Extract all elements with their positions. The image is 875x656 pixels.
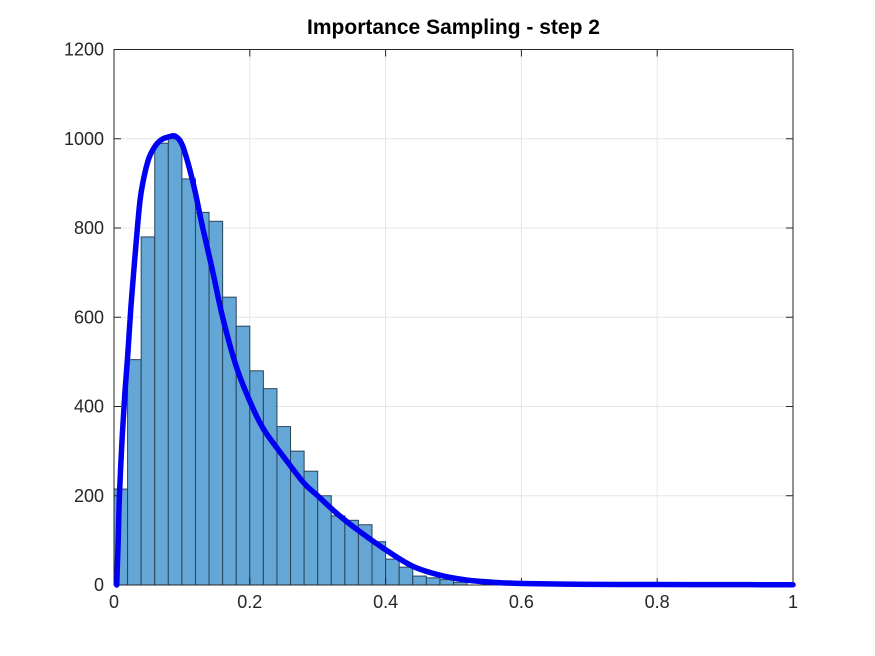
histogram-bar [425,577,441,586]
x-tick-label: 0.2 [237,592,262,612]
y-tick-label: 1000 [64,129,104,149]
histogram-bar [330,515,346,586]
histogram-bar [127,359,142,586]
x-tick-label: 1 [788,592,798,612]
histogram-bar [262,388,278,586]
y-tick-label: 0 [94,575,104,595]
y-tick-label: 800 [74,218,104,238]
y-tick-label: 600 [74,307,104,327]
histogram-bar [194,211,210,586]
x-tick-label: 0.8 [645,592,670,612]
x-tick-label: 0.6 [509,592,534,612]
y-tick-label: 400 [74,397,104,417]
histogram-bar [412,575,427,586]
histogram-bar [154,142,169,586]
histogram-bar [140,236,156,586]
y-tick-label: 200 [74,486,104,506]
histogram-bar [167,138,183,586]
histogram-bar [385,558,400,586]
histogram-bar [398,566,414,586]
histogram-bar [181,178,196,586]
target-density-curve [113,132,796,588]
x-tick-label: 0.4 [373,592,398,612]
y-tick-label: 1200 [64,40,104,60]
x-tick-label: 0 [109,592,119,612]
